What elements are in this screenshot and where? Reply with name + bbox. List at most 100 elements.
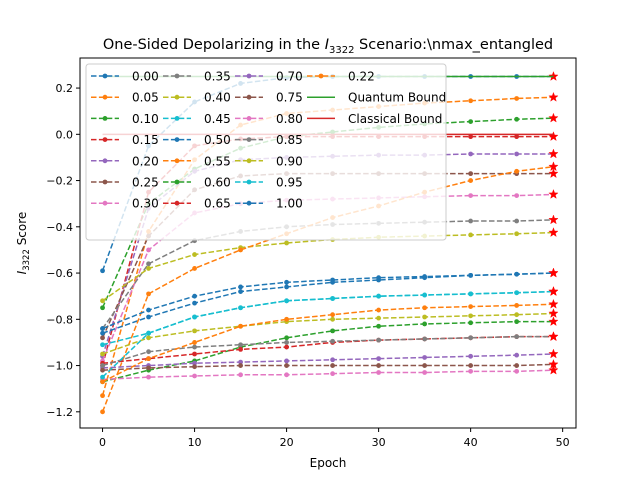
legend-label: 0.90 <box>276 154 303 168</box>
data-point <box>284 372 289 378</box>
series-line <box>102 231 554 302</box>
data-point <box>146 307 151 313</box>
legend-entry: 1.00 <box>235 197 303 211</box>
legend-marker <box>246 137 252 143</box>
data-point <box>100 393 105 399</box>
legend-entry: 0.85 <box>235 133 303 147</box>
data-point <box>100 330 105 336</box>
y-tick-label: −0.2 <box>46 175 73 188</box>
legend-label: 0.60 <box>204 176 231 190</box>
data-point <box>146 291 151 297</box>
legend-label: 0.70 <box>276 70 303 84</box>
data-point <box>146 330 151 336</box>
legend-label: 0.95 <box>276 176 303 190</box>
legend-entry: 0.55 <box>163 154 231 168</box>
data-point <box>146 247 151 253</box>
data-point <box>146 356 151 362</box>
data-point <box>514 319 520 325</box>
data-point <box>468 193 474 198</box>
data-point <box>422 305 428 311</box>
data-point <box>468 232 474 238</box>
data-point <box>192 344 197 350</box>
data-point <box>514 193 520 198</box>
data-point <box>514 151 520 157</box>
data-point <box>422 321 428 327</box>
data-point <box>238 342 243 348</box>
y-axis-label-post: Score <box>15 212 29 249</box>
y-axis-label-symbol: I <box>15 270 29 274</box>
final-point-star <box>548 348 559 359</box>
legend-label: 0.30 <box>132 197 159 211</box>
series-0.85 <box>100 331 559 368</box>
data-point <box>422 370 428 375</box>
legend-label: 0.05 <box>132 91 159 105</box>
series-line <box>102 272 554 330</box>
x-tick-label: 30 <box>372 436 386 449</box>
chart-title-post: Scenario:\nmax_entangled <box>354 37 553 53</box>
final-point-star <box>548 267 559 278</box>
data-point <box>238 305 243 311</box>
data-point <box>514 303 520 308</box>
data-point <box>514 368 520 374</box>
legend-entry: 0.35 <box>163 70 231 84</box>
data-point <box>330 357 336 363</box>
legend-label: 0.80 <box>276 112 303 126</box>
data-point <box>100 342 105 348</box>
legend-marker <box>102 116 108 121</box>
data-point <box>514 231 520 237</box>
chart-title-pre: One-Sided Depolarizing in the <box>103 37 325 53</box>
data-point <box>192 351 197 357</box>
series-line <box>102 320 554 383</box>
data-point <box>330 316 336 322</box>
data-point <box>146 349 151 355</box>
legend-marker <box>102 94 108 100</box>
data-point <box>146 266 151 271</box>
legend-marker <box>246 94 252 100</box>
legend-entry: 0.15 <box>91 133 159 147</box>
data-point <box>468 291 474 297</box>
legend-marker <box>318 73 324 79</box>
legend-entry: 0.25 <box>91 176 159 190</box>
y-tick-label: 0.2 <box>56 82 74 95</box>
data-point <box>100 374 105 380</box>
data-point <box>422 355 428 360</box>
legend-marker <box>246 73 252 79</box>
legend-entry: 0.50 <box>163 133 231 147</box>
data-point <box>514 134 520 140</box>
legend-label: 0.00 <box>132 70 159 84</box>
legend-marker <box>174 94 180 100</box>
y-tick-label: −0.6 <box>46 267 73 280</box>
legend-entry: Classical Bound <box>307 112 442 126</box>
legend-entry: 0.05 <box>91 91 159 105</box>
final-point-star <box>548 214 559 225</box>
data-point <box>284 298 289 304</box>
y-tick-label: 0.0 <box>56 128 74 141</box>
data-point <box>192 340 197 345</box>
legend-label: 0.55 <box>204 154 231 168</box>
data-point <box>284 284 289 290</box>
data-point <box>284 358 289 364</box>
data-point <box>100 298 105 304</box>
final-point-star <box>548 112 559 123</box>
data-point <box>192 266 197 271</box>
legend-entry: 0.10 <box>91 112 159 126</box>
data-point <box>238 359 243 365</box>
legend-label: 0.85 <box>276 133 303 147</box>
data-point <box>192 293 197 299</box>
legend-marker <box>102 179 108 185</box>
legend-entry: 0.20 <box>91 154 159 168</box>
data-point <box>468 272 474 278</box>
data-point <box>330 363 336 368</box>
data-point <box>422 314 428 320</box>
series-0.95 <box>100 286 559 380</box>
data-point <box>192 328 197 334</box>
data-point <box>514 116 520 122</box>
final-point-star <box>548 148 559 159</box>
data-point <box>514 363 520 368</box>
legend-marker <box>102 158 108 164</box>
legend-label: 0.25 <box>132 176 159 190</box>
data-point <box>514 271 520 277</box>
y-axis-label-subscript: 3322 <box>22 249 32 271</box>
final-point-star <box>548 168 559 178</box>
data-point <box>514 290 520 296</box>
